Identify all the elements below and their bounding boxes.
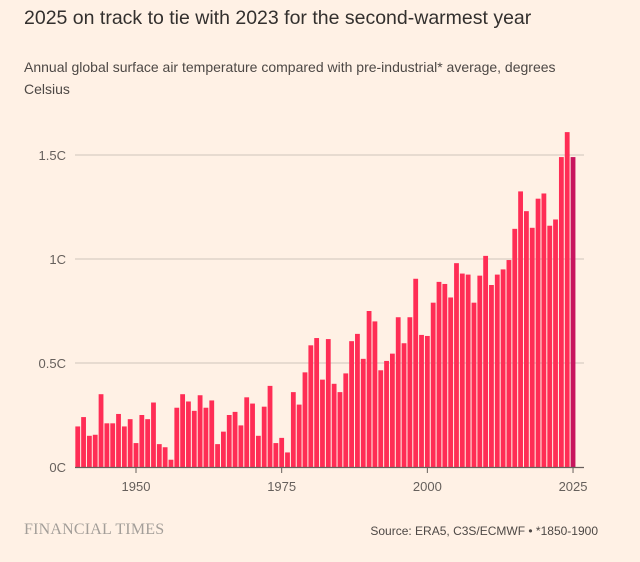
bar-1973 xyxy=(267,385,273,467)
bar-2005 xyxy=(454,263,459,467)
source-note: Source: ERA5, C3S/ECMWF • *1850-1900 xyxy=(370,524,598,538)
bar-2016 xyxy=(518,191,523,467)
y-tick-label: 0C xyxy=(49,460,66,475)
bar-2021 xyxy=(547,225,553,467)
bar-1980 xyxy=(308,345,314,467)
bar-2014 xyxy=(506,260,512,467)
bar-2009 xyxy=(477,275,483,467)
bar-2022 xyxy=(553,219,558,467)
bar-2023 xyxy=(558,157,564,467)
bar-1961 xyxy=(197,395,203,467)
bar-2007 xyxy=(465,274,471,467)
bar-1964 xyxy=(215,444,220,467)
bar-1958 xyxy=(180,394,186,467)
bar-1981 xyxy=(314,338,320,467)
bar-1985 xyxy=(337,392,343,467)
bar-1966 xyxy=(226,415,232,467)
bar-1942 xyxy=(86,435,92,467)
bar-1998 xyxy=(413,278,419,467)
bar-1954 xyxy=(156,444,162,467)
bar-1968 xyxy=(238,425,244,467)
x-tick-label: 1975 xyxy=(267,479,296,494)
bar-1955 xyxy=(162,447,168,467)
ft-logo: FINANCIAL TIMES xyxy=(24,521,165,538)
bar-2018 xyxy=(529,227,535,467)
bar-1975 xyxy=(279,437,285,467)
bar-1978 xyxy=(296,404,302,467)
bar-1946 xyxy=(110,423,116,467)
bar-1948 xyxy=(121,426,127,467)
bar-1970 xyxy=(250,403,255,467)
bar-1982 xyxy=(320,379,325,467)
bar-1990 xyxy=(366,311,372,467)
bar-2020 xyxy=(541,193,547,468)
bar-1974 xyxy=(273,443,279,467)
bar-1960 xyxy=(191,410,197,467)
bar-1994 xyxy=(389,353,395,467)
bar-1953 xyxy=(151,402,156,467)
bar-2024 xyxy=(564,132,570,467)
x-tick-label: 2000 xyxy=(413,479,442,494)
bar-2000 xyxy=(424,335,430,467)
bar-2015 xyxy=(512,228,518,467)
bar-1963 xyxy=(209,400,215,467)
bar-1984 xyxy=(331,383,337,467)
bar-2002 xyxy=(436,281,442,467)
bar-2001 xyxy=(430,302,436,467)
bar-1965 xyxy=(221,431,226,467)
x-tick-label: 1950 xyxy=(122,479,151,494)
bar-1991 xyxy=(372,321,378,467)
bar-1962 xyxy=(203,407,209,467)
bar-2010 xyxy=(483,255,489,467)
bar-1959 xyxy=(186,401,191,467)
bar-1992 xyxy=(378,370,384,467)
bar-2013 xyxy=(500,269,506,467)
bar-1949 xyxy=(127,419,133,467)
bar-1952 xyxy=(145,419,151,467)
bar-1967 xyxy=(232,411,238,467)
bar-1956 xyxy=(168,459,174,467)
bar-2003 xyxy=(442,283,448,467)
bar-1993 xyxy=(384,360,389,467)
bar-1979 xyxy=(302,372,308,467)
bar-2019 xyxy=(535,198,541,467)
bar-2017 xyxy=(524,211,529,467)
bar-1941 xyxy=(81,417,86,467)
bar-2011 xyxy=(489,285,494,467)
y-tick-label: 1.5C xyxy=(39,148,66,163)
bar-1988 xyxy=(355,333,360,467)
bar-1987 xyxy=(349,341,354,467)
chart-title: 2025 on track to tie with 2023 for the s… xyxy=(24,7,532,29)
bar-1969 xyxy=(244,397,250,467)
bar-2004 xyxy=(448,297,454,467)
bar-1996 xyxy=(401,343,407,467)
bar-1957 xyxy=(174,407,180,467)
bar-1947 xyxy=(116,413,121,467)
bar-2025 xyxy=(570,157,576,467)
bar-1997 xyxy=(407,317,413,467)
bar-1999 xyxy=(419,334,424,467)
chart-subtitle: Annual global surface air temperature co… xyxy=(24,59,556,97)
bar-2008 xyxy=(471,302,477,467)
y-tick-label: 1C xyxy=(49,252,66,267)
bar-2006 xyxy=(459,273,465,467)
bar-1972 xyxy=(261,406,267,467)
bar-1943 xyxy=(92,434,98,467)
bar-1977 xyxy=(290,392,296,467)
bar-1951 xyxy=(139,415,145,467)
bar-1976 xyxy=(285,452,290,467)
bar-1995 xyxy=(395,317,401,467)
bar-1971 xyxy=(255,435,261,467)
bar-1940 xyxy=(75,426,81,467)
bar-1986 xyxy=(343,373,349,467)
x-tick-label: 2025 xyxy=(559,479,588,494)
bar-1983 xyxy=(325,339,331,467)
bar-1989 xyxy=(360,358,366,467)
y-tick-label: 0.5C xyxy=(39,356,66,371)
bar-1945 xyxy=(104,423,110,467)
bar-1944 xyxy=(98,394,104,467)
bar-2012 xyxy=(494,274,500,467)
bar-1950 xyxy=(133,443,139,467)
